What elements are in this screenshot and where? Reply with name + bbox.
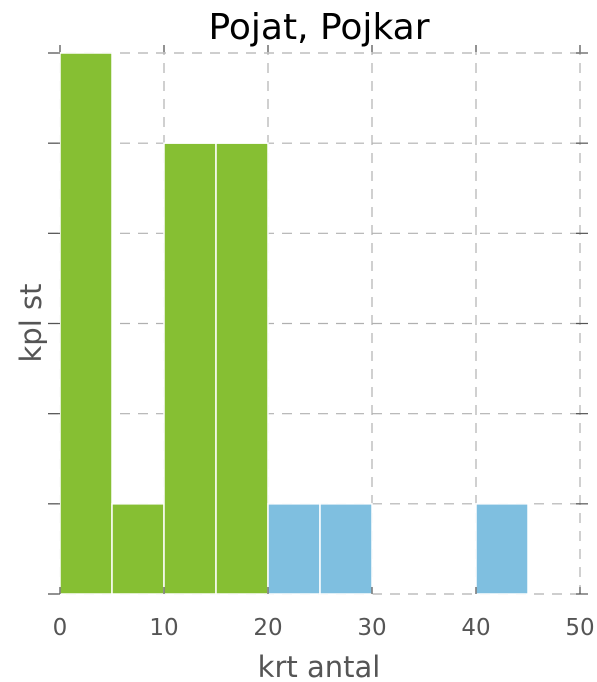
x-tick-label: 30 [357, 615, 386, 641]
bar-series-1-bin-0 [267, 503, 321, 595]
grid-lines [48, 45, 588, 595]
x-axis-label: krt antal [258, 650, 381, 682]
bar-series-0-bin-2 [163, 142, 217, 595]
y-axis-label: kpl st [14, 284, 48, 363]
x-tick-label: 0 [53, 615, 68, 641]
x-tick-label: 20 [253, 615, 282, 641]
bar-series-1-bin-1 [319, 503, 373, 595]
bar-series-0-bin-3 [215, 142, 269, 595]
x-tick-label: 40 [461, 615, 490, 641]
bar-series-0-bin-1 [111, 503, 165, 595]
bar-series-1-bin-2 [475, 503, 529, 595]
axis-ticks: 0 10 20 30 40 50 [48, 45, 595, 641]
bar-series-0-bin-0 [59, 52, 113, 595]
x-tick-label: 10 [149, 615, 178, 641]
x-tick-label: 50 [565, 615, 594, 641]
chart-title: Pojat, Pojkar [208, 7, 429, 48]
bars [59, 52, 529, 595]
